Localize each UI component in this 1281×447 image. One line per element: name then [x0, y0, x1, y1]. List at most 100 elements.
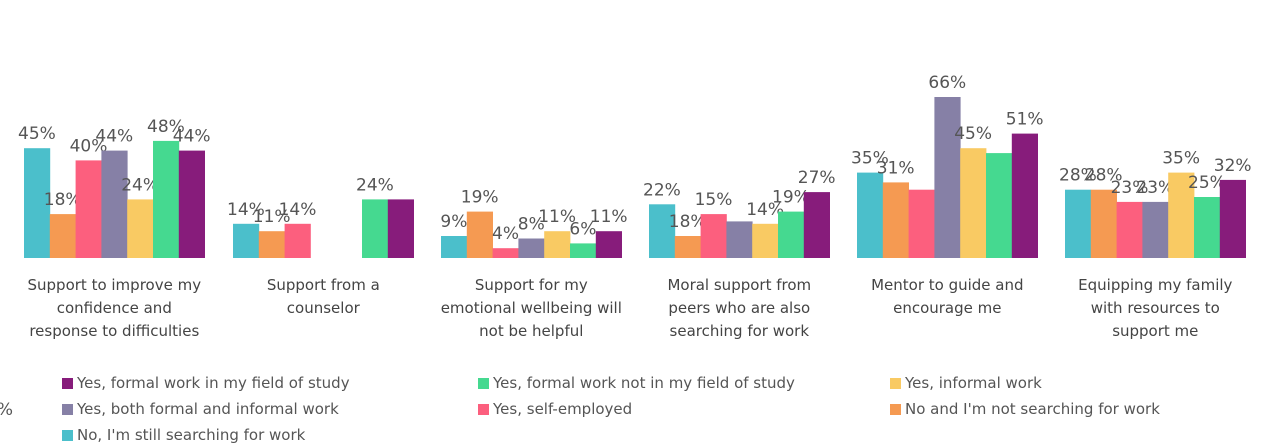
legend-item: Yes, both formal and informal work — [62, 400, 339, 418]
legend-item: No and I'm not searching for work — [890, 400, 1160, 418]
data-label: 19% — [461, 188, 499, 208]
legend-item: No, I'm still searching for work — [62, 426, 305, 444]
bar — [752, 223, 779, 258]
bar — [1194, 197, 1221, 258]
bar — [518, 238, 545, 258]
legend-label: Yes, both formal and informal work — [77, 400, 339, 418]
category-label: Support to improve my confidence and respo… — [28, 276, 202, 340]
bar — [595, 231, 622, 258]
data-label: 48% — [147, 117, 185, 137]
data-label: 27% — [798, 168, 836, 188]
data-label: 45% — [18, 124, 56, 144]
bar — [674, 236, 701, 258]
data-label: 15% — [695, 190, 733, 210]
bar — [726, 221, 753, 258]
category-label: Moral support from peers who are also sear… — [667, 276, 811, 340]
data-label: 4% — [492, 224, 519, 244]
data-label: 18% — [669, 212, 707, 232]
legend-item: Yes, informal work — [890, 374, 1042, 392]
category-label: Support for my emotional wellbeing will no… — [441, 276, 622, 340]
data-label: 11% — [538, 207, 576, 227]
bar — [544, 231, 571, 258]
data-label: 14% — [227, 200, 265, 220]
legend-swatch — [62, 377, 73, 389]
legend-item: Yes, formal work not in my field of stud… — [478, 374, 795, 392]
bar — [101, 150, 128, 258]
legend-label: No, I'm still searching for work — [77, 426, 306, 444]
data-label: 19% — [772, 188, 810, 208]
legend-swatch — [890, 403, 901, 415]
bar — [258, 231, 285, 258]
bar — [934, 97, 961, 258]
legend-label: Yes, formal work in my field of study — [77, 374, 350, 392]
data-label: 40% — [70, 136, 108, 156]
bar — [387, 199, 414, 258]
bar — [178, 150, 205, 258]
bar — [441, 236, 468, 258]
data-label: 6% — [569, 219, 596, 239]
data-label: 31% — [877, 158, 915, 178]
data-label: 44% — [95, 127, 133, 147]
bar — [649, 204, 676, 258]
bar — [1168, 172, 1195, 258]
data-label: 24% — [121, 175, 159, 195]
legend-label: Yes, informal work — [905, 374, 1042, 392]
stray-data-label: 3% — [0, 400, 13, 420]
data-label: 32% — [1214, 156, 1252, 176]
bar-chart: 45%18%40%44%24%48%44%Support to improve … — [18, 73, 1252, 340]
bar — [803, 192, 830, 258]
bar — [153, 140, 180, 258]
data-label: 11% — [253, 207, 291, 227]
legend-label: No and I'm not searching for work — [905, 400, 1160, 418]
data-label: 25% — [1188, 173, 1226, 193]
data-label: 11% — [590, 207, 628, 227]
bar — [284, 223, 311, 258]
bar — [127, 199, 154, 258]
category-label: Equipping my family with resources to supp… — [1078, 276, 1232, 340]
data-label: 45% — [954, 124, 992, 144]
data-label: 28% — [1059, 166, 1097, 186]
bar — [882, 182, 909, 258]
bar — [492, 248, 519, 258]
legend-swatch — [478, 377, 489, 389]
bar — [75, 160, 102, 258]
bar — [1219, 179, 1246, 258]
bar — [857, 172, 884, 258]
bar — [908, 189, 935, 258]
bar — [960, 148, 987, 258]
bar — [24, 148, 51, 258]
bar — [1090, 189, 1117, 258]
data-label: 14% — [279, 200, 317, 220]
legend-swatch — [890, 377, 901, 389]
bar — [1116, 201, 1143, 258]
legend-item: Yes, formal work in my field of study — [62, 374, 350, 392]
legend-swatch — [62, 403, 73, 415]
data-label: 24% — [356, 175, 394, 195]
bar — [778, 211, 805, 258]
category-label: Mentor to guide and encourage me — [871, 276, 1023, 317]
bar — [466, 211, 493, 258]
bar — [1065, 189, 1092, 258]
bar — [49, 214, 76, 258]
data-label: 28% — [1085, 166, 1123, 186]
data-label: 44% — [173, 127, 211, 147]
bar — [1011, 133, 1038, 258]
bar — [570, 243, 597, 258]
data-label: 8% — [518, 215, 545, 235]
legend-label: Yes, self-employed — [493, 400, 633, 418]
data-label: 35% — [1162, 149, 1200, 169]
category-label: Support from a counselor — [267, 276, 380, 317]
data-label: 66% — [928, 73, 966, 93]
data-label: 14% — [746, 200, 784, 220]
legend-item: Yes, self-employed — [478, 400, 632, 418]
bar — [1142, 201, 1169, 258]
data-label: 35% — [851, 149, 889, 169]
data-label: 18% — [44, 190, 82, 210]
data-label: 23% — [1136, 178, 1174, 198]
bar — [362, 199, 389, 258]
legend-label: Yes, formal work not in my field of stud… — [493, 374, 795, 392]
data-label: 51% — [1006, 110, 1044, 130]
bar — [986, 153, 1013, 258]
legend-swatch — [62, 429, 73, 441]
bar — [233, 223, 260, 258]
